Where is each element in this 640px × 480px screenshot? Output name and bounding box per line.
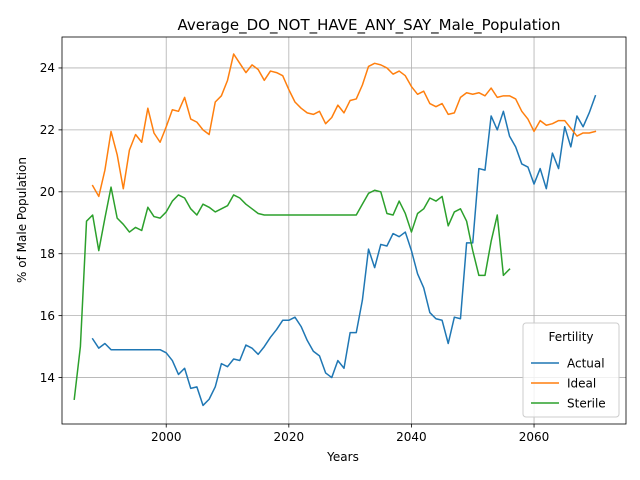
y-tick-label: 20 bbox=[40, 185, 55, 199]
x-tick-label: 2060 bbox=[519, 430, 550, 444]
y-tick-label: 22 bbox=[40, 123, 55, 137]
legend-box bbox=[522, 322, 620, 418]
y-axis: 14 16 18 20 22 24 bbox=[40, 61, 62, 385]
x-axis-label: Years bbox=[326, 450, 359, 464]
legend-label-ideal: Ideal bbox=[567, 376, 596, 390]
y-tick-label: 14 bbox=[40, 371, 55, 385]
y-tick-label: 18 bbox=[40, 247, 55, 261]
legend-label-actual: Actual bbox=[567, 356, 605, 370]
x-tick-label: 2000 bbox=[151, 430, 182, 444]
y-tick-label: 16 bbox=[40, 309, 55, 323]
series-line-actual bbox=[91, 94, 597, 407]
axes-border bbox=[61, 36, 627, 425]
y-axis-label: % of Male Population bbox=[15, 157, 29, 283]
x-tick-label: 2020 bbox=[274, 430, 305, 444]
legend-title: Fertility bbox=[548, 330, 593, 344]
legend: Fertility Actual Ideal Sterile bbox=[522, 322, 620, 418]
legend-label-sterile: Sterile bbox=[567, 396, 606, 410]
series-lines bbox=[73, 53, 597, 407]
y-tick-label: 24 bbox=[40, 61, 55, 75]
series-line-ideal bbox=[91, 53, 597, 198]
x-tick-label: 2040 bbox=[396, 430, 427, 444]
chart-title: Average_DO_NOT_HAVE_ANY_SAY_Male_Populat… bbox=[177, 16, 560, 35]
series-line-sterile bbox=[73, 186, 511, 401]
axes-frame bbox=[61, 36, 627, 425]
x-axis: 2000 2020 2040 2060 bbox=[151, 424, 549, 444]
